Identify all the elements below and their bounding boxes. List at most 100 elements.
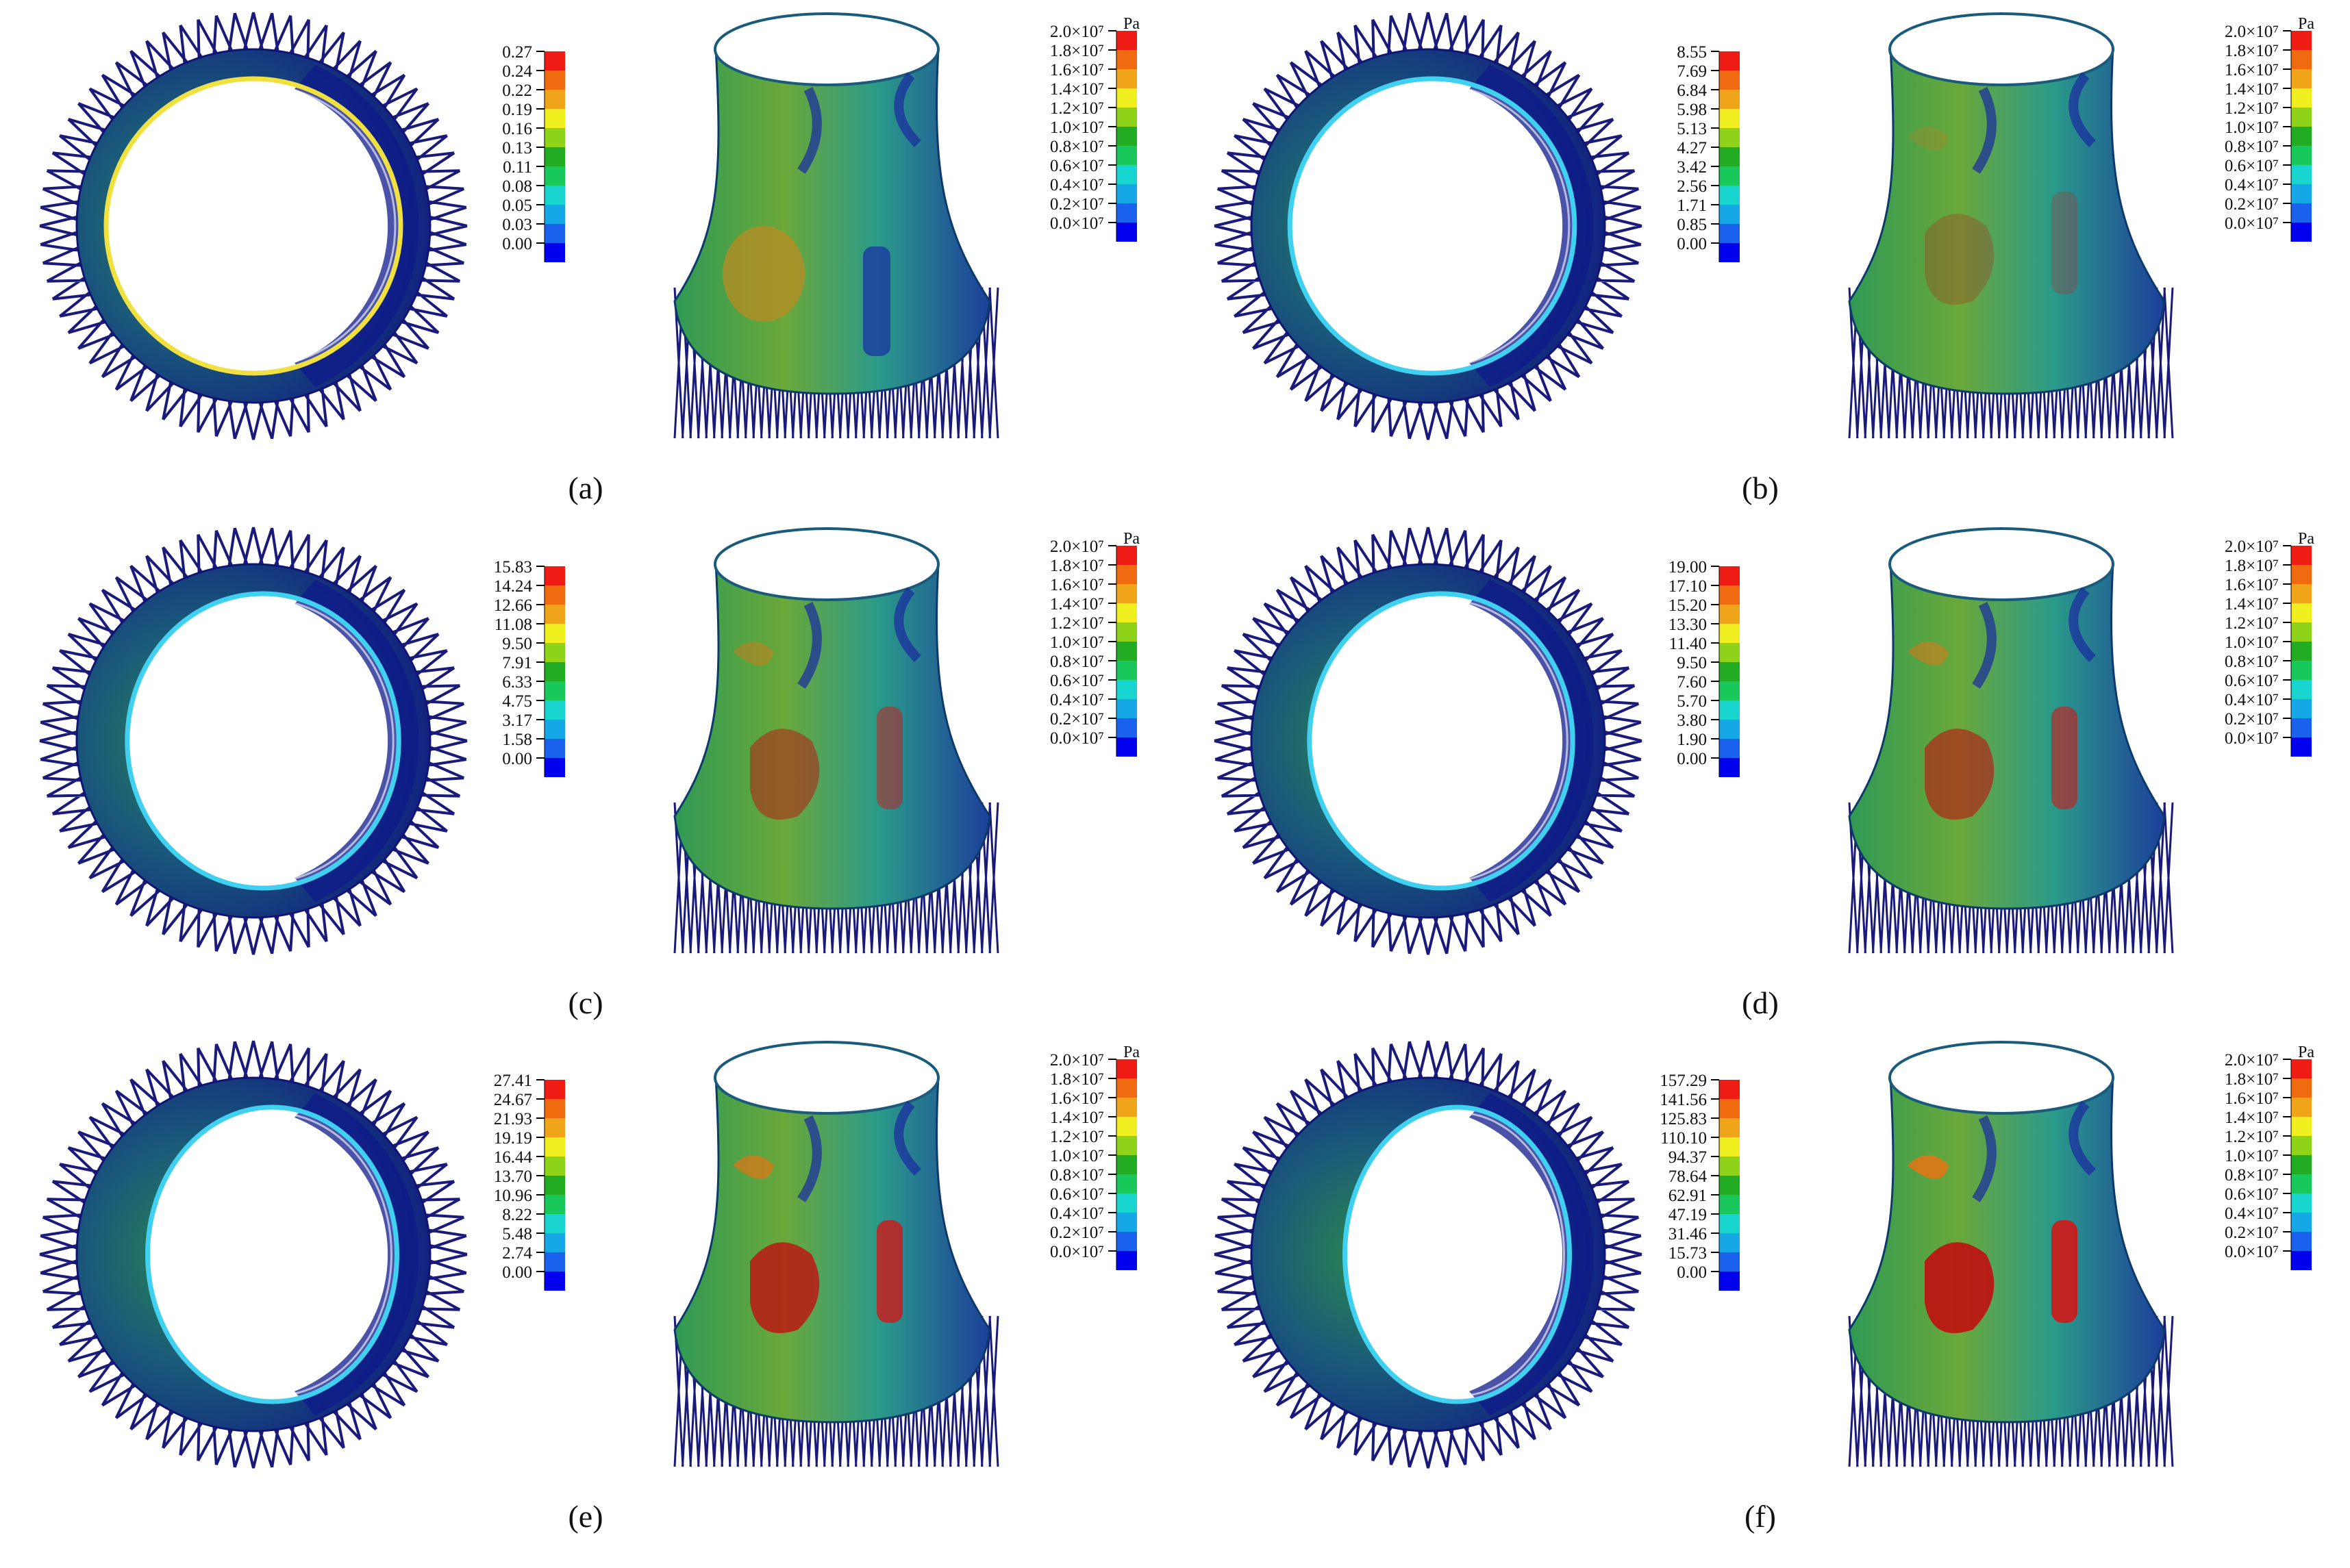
- stress-colorbar-tick-label: 1.2×10⁷: [1050, 99, 1104, 118]
- displacement-colorbar-segment: [545, 1176, 565, 1195]
- stress-colorbar-tick-label: 0.4×10⁷: [1050, 691, 1104, 709]
- displacement-colorbar-tick-label: 0.00: [1677, 750, 1707, 768]
- stress-colorbar-segment: [2291, 622, 2312, 642]
- stress-colorbar-segment: [1116, 1251, 1137, 1270]
- displacement-colorbar-tick-label: 19.00: [1668, 558, 1707, 577]
- tower-top-opening: [714, 1041, 940, 1115]
- stress-colorbar-segment: [2291, 603, 2312, 622]
- displacement-colorbar-tick-label: 5.70: [1677, 692, 1707, 711]
- stress-hotspot-right: [877, 1220, 903, 1323]
- stress-colorbar-tick-label: 1.2×10⁷: [1050, 1128, 1104, 1146]
- displacement-colorbar-tick-label: 8.22: [502, 1206, 532, 1224]
- stress-colorbar-segment: [1116, 184, 1137, 203]
- displacement-colorbar-segment: [545, 166, 565, 186]
- stress-colorbar-tick-label: 1.0×10⁷: [2225, 1147, 2279, 1165]
- displacement-colorbar-tick-label: 157.29: [1660, 1072, 1707, 1090]
- stress-colorbar-tick-label: 2.0×10⁷: [1050, 1051, 1104, 1070]
- stress-colorbar-segment: [2291, 1117, 2312, 1136]
- stress-colorbar-segment: [2291, 1174, 2312, 1193]
- stress-colorbar-tick-label: 0.8×10⁷: [1050, 1166, 1104, 1185]
- displacement-colorbar-tick-label: 16.44: [494, 1148, 533, 1167]
- stress-colorbar-tick-label: 1.6×10⁷: [1050, 61, 1104, 79]
- stress-colorbar-segment: [1116, 642, 1137, 661]
- displacement-colorbar-segment: [545, 700, 565, 720]
- stress-colorbar-tick-label: 1.8×10⁷: [2225, 1070, 2279, 1089]
- stress-colorbar-tick-label: 0.0×10⁷: [2225, 1243, 2279, 1261]
- stress-colorbar-segment: [2291, 1059, 2312, 1078]
- shell-ring: [1250, 1076, 1606, 1432]
- displacement-colorbar-tick-label: 110.10: [1660, 1129, 1707, 1148]
- displacement-colorbar-tick-label: 0.24: [502, 62, 532, 81]
- displacement-colorbar-segment: [545, 1080, 565, 1099]
- stress-colorbar-segment: [1116, 1117, 1137, 1136]
- stress-colorbar-segment: [2291, 546, 2312, 565]
- displacement-colorbar-segment: [545, 51, 565, 71]
- displacement-colorbar-tick-label: 13.30: [1668, 616, 1707, 634]
- panel-d: 19.0017.1015.2013.3011.409.507.605.703.8…: [1214, 527, 2314, 1020]
- stress-unit-label: Pa: [2298, 15, 2314, 33]
- inner-rim: [125, 591, 401, 891]
- displacement-colorbar-segment: [545, 205, 565, 224]
- displacement-colorbar-segment: [1719, 128, 1740, 147]
- displacement-colorbar-segment: [1719, 1214, 1740, 1233]
- displacement-colorbar-tick-label: 3.80: [1677, 711, 1707, 730]
- displacement-colorbar-segment: [545, 243, 565, 262]
- stress-contour-lines: [1972, 1100, 2097, 1202]
- stress-colorbar-tick-label: 0.6×10⁷: [2225, 157, 2279, 175]
- stress-colorbar-tick-label: 0.4×10⁷: [2225, 1204, 2279, 1223]
- stress-colorbar-tick-label: 2.0×10⁷: [2225, 1051, 2279, 1070]
- displacement-colorbar-segment: [1719, 1099, 1740, 1118]
- stress-colorbar-tick-label: 0.2×10⁷: [2225, 710, 2279, 729]
- displacement-colorbar-segment: [1719, 1195, 1740, 1214]
- displacement-colorbar-tick-label: 62.91: [1668, 1187, 1707, 1205]
- stress-colorbar-tick-label: 0.6×10⁷: [2225, 672, 2279, 690]
- stress-colorbar-tick-label: 0.6×10⁷: [2225, 1185, 2279, 1204]
- stress-colorbar-segment: [2291, 1232, 2312, 1251]
- displacement-colorbar-tick-label: 141.56: [1660, 1091, 1707, 1109]
- stress-colorbar-tick-label: 2.0×10⁷: [2225, 23, 2279, 41]
- displacement-colorbar-segment: [1719, 1080, 1740, 1099]
- stress-colorbar-segment: [2291, 88, 2312, 108]
- panel-c: 15.8314.2412.6611.089.507.916.334.753.17…: [39, 527, 1140, 1020]
- stress-colorbar-segment: [1116, 31, 1137, 50]
- panel-label: (e): [568, 1499, 603, 1534]
- stress-warm-zone: [733, 1155, 774, 1179]
- displacement-colorbar-segment: [1719, 51, 1740, 71]
- displacement-colorbar-tick-label: 6.33: [502, 673, 532, 692]
- stress-colorbar-tick-label: 1.6×10⁷: [2225, 61, 2279, 79]
- stress-colorbar-segment: [2291, 1136, 2312, 1155]
- tower-shell: [673, 1075, 991, 1424]
- displacement-colorbar-segment: [1719, 71, 1740, 90]
- displacement-colorbar-segment: [1719, 585, 1740, 605]
- displacement-colorbar-tick-label: 6.84: [1677, 81, 1707, 100]
- displacement-colorbar-tick-label: 0.27: [502, 43, 532, 62]
- stress-hotspot-right: [2051, 192, 2077, 294]
- stress-colorbar-tick-label: 0.6×10⁷: [1050, 672, 1104, 690]
- displacement-colorbar-tick-label: 0.11: [503, 158, 532, 177]
- stress-colorbar-segment: [1116, 50, 1137, 69]
- displacement-colorbar-tick-label: 0.00: [502, 1263, 532, 1282]
- stress-hotspot-left: [1925, 214, 1995, 305]
- lattice-braces: [39, 12, 468, 440]
- stress-unit-label: Pa: [1123, 1044, 1140, 1061]
- displacement-colorbar-segment: [1719, 1252, 1740, 1272]
- displacement-colorbar-segment: [545, 109, 565, 128]
- tower-top-opening: [714, 12, 940, 86]
- stress-colorbar-tick-label: 1.2×10⁷: [1050, 614, 1104, 633]
- lattice-braces: [1214, 1040, 1642, 1469]
- stress-colorbar-segment: [2291, 69, 2312, 88]
- stress-colorbar-segment: [1116, 1155, 1137, 1174]
- displacement-colorbar-segment: [545, 681, 565, 700]
- stress-colorbar-tick-label: 1.8×10⁷: [1050, 557, 1104, 575]
- stress-colorbar-segment: [1116, 146, 1137, 165]
- displacement-colorbar-tick-label: 0.00: [502, 750, 532, 768]
- displacement-colorbar-segment: [545, 1195, 565, 1214]
- stress-colorbar-segment: [1116, 680, 1137, 699]
- shell-ring: [75, 1076, 432, 1432]
- stress-colorbar-segment: [1116, 1193, 1137, 1213]
- stress-colorbar-tick-label: 1.0×10⁷: [1050, 633, 1104, 652]
- displacement-colorbar-segment: [545, 224, 565, 243]
- tower-shell: [673, 561, 991, 910]
- panel-b: 8.557.696.845.985.134.273.422.561.710.85…: [1214, 12, 2314, 505]
